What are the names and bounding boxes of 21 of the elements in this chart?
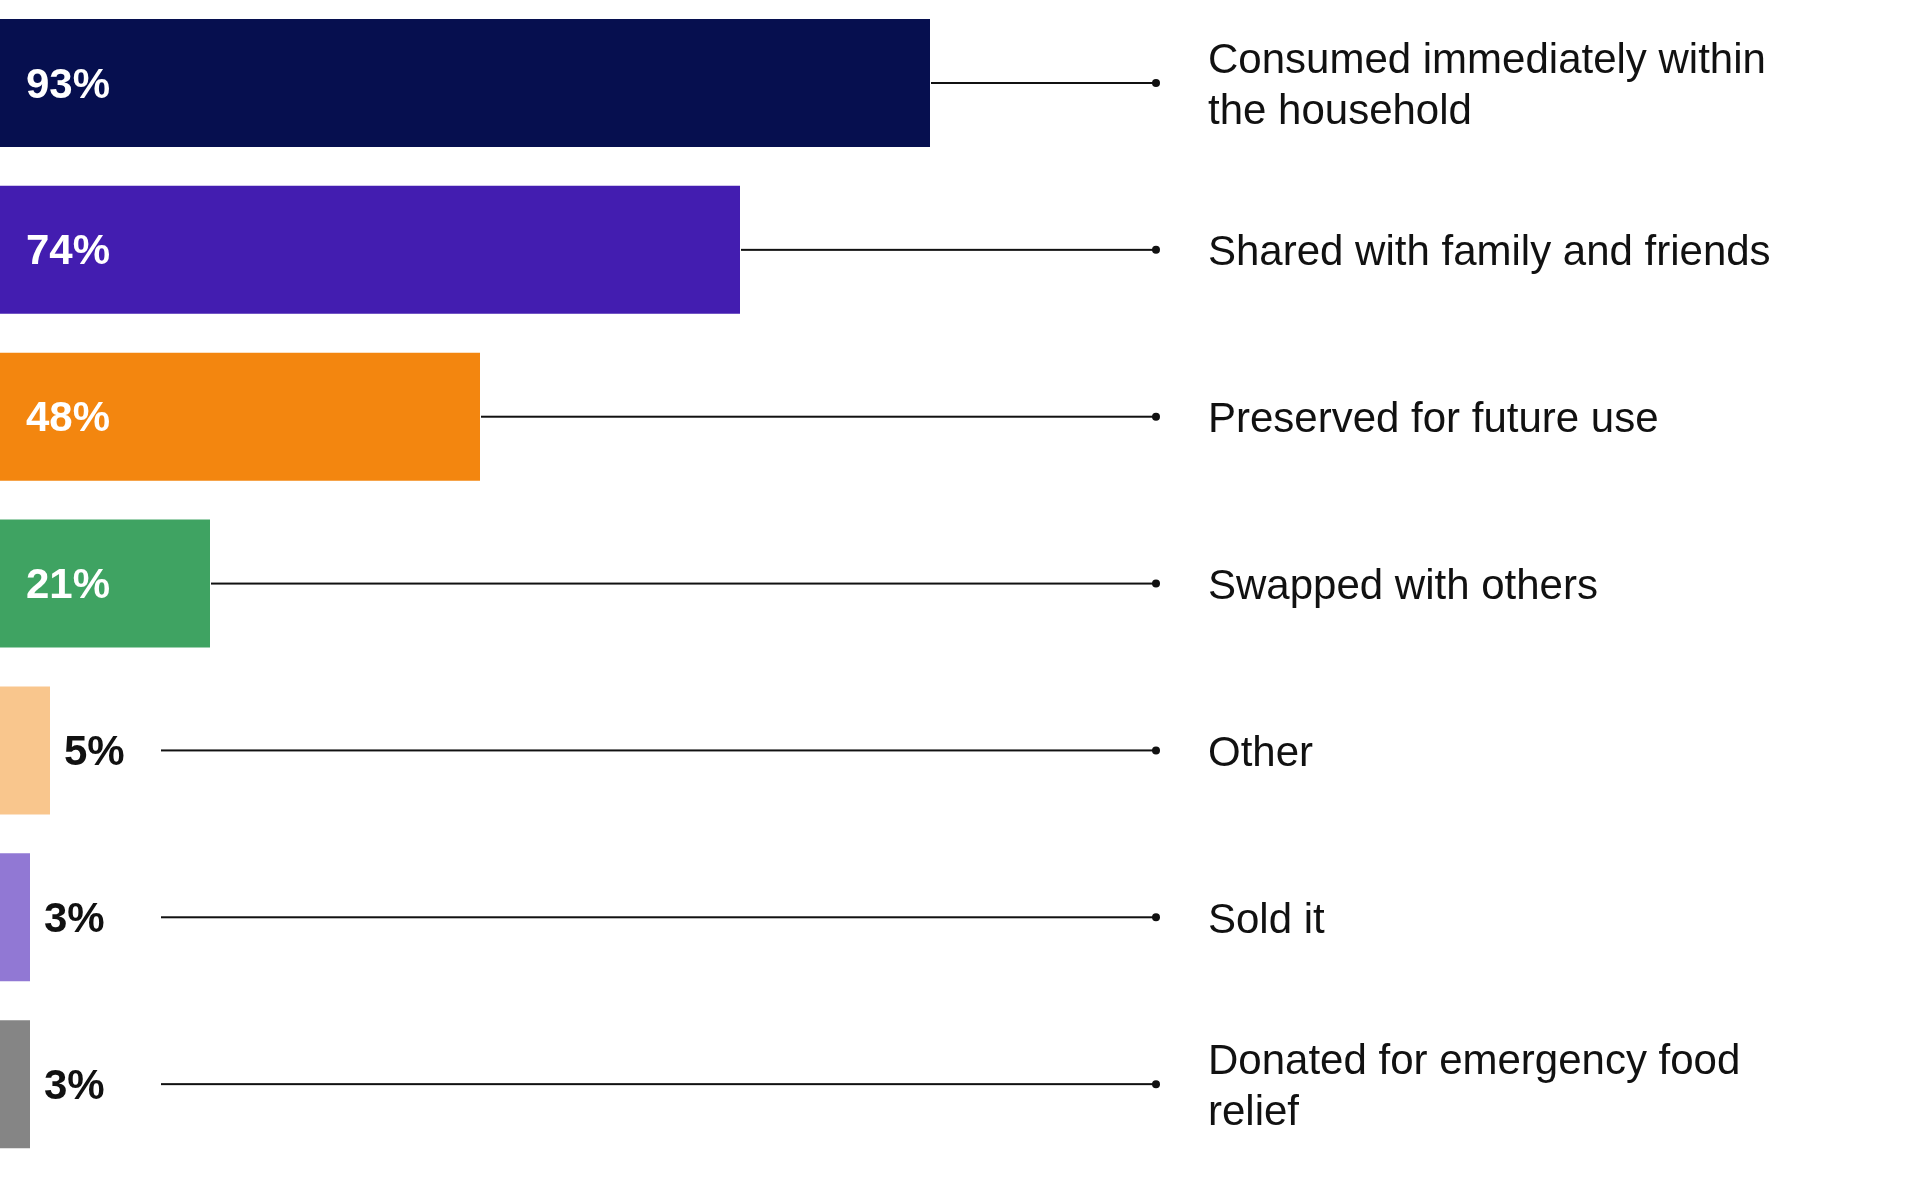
- data-label: 5%: [64, 726, 125, 774]
- y-tick-label: Other: [1208, 727, 1314, 775]
- data-label: 3%: [44, 1060, 105, 1108]
- y-tick-label: Donated for emergency food relief: [1208, 1035, 1741, 1134]
- bar: [0, 352, 480, 481]
- bar: [0, 686, 50, 815]
- y-tick-label: Sold it: [1208, 894, 1326, 942]
- bar: [0, 19, 930, 147]
- bar: [0, 853, 30, 982]
- bar: [0, 519, 210, 648]
- y-tick-label: Swapped with others: [1208, 560, 1598, 608]
- y-tick-label: Consumed immediately within the household: [1208, 34, 1766, 133]
- data-label: 3%: [44, 893, 105, 941]
- data-label: 93%: [26, 59, 111, 107]
- bar: [0, 1020, 30, 1149]
- data-label: 48%: [26, 393, 111, 441]
- data-label: 74%: [26, 226, 111, 274]
- y-tick-label: Preserved for future use: [1208, 393, 1659, 441]
- y-tick-label: Shared with family and friends: [1208, 226, 1771, 274]
- data-label: 21%: [26, 560, 111, 608]
- bar: [0, 185, 740, 314]
